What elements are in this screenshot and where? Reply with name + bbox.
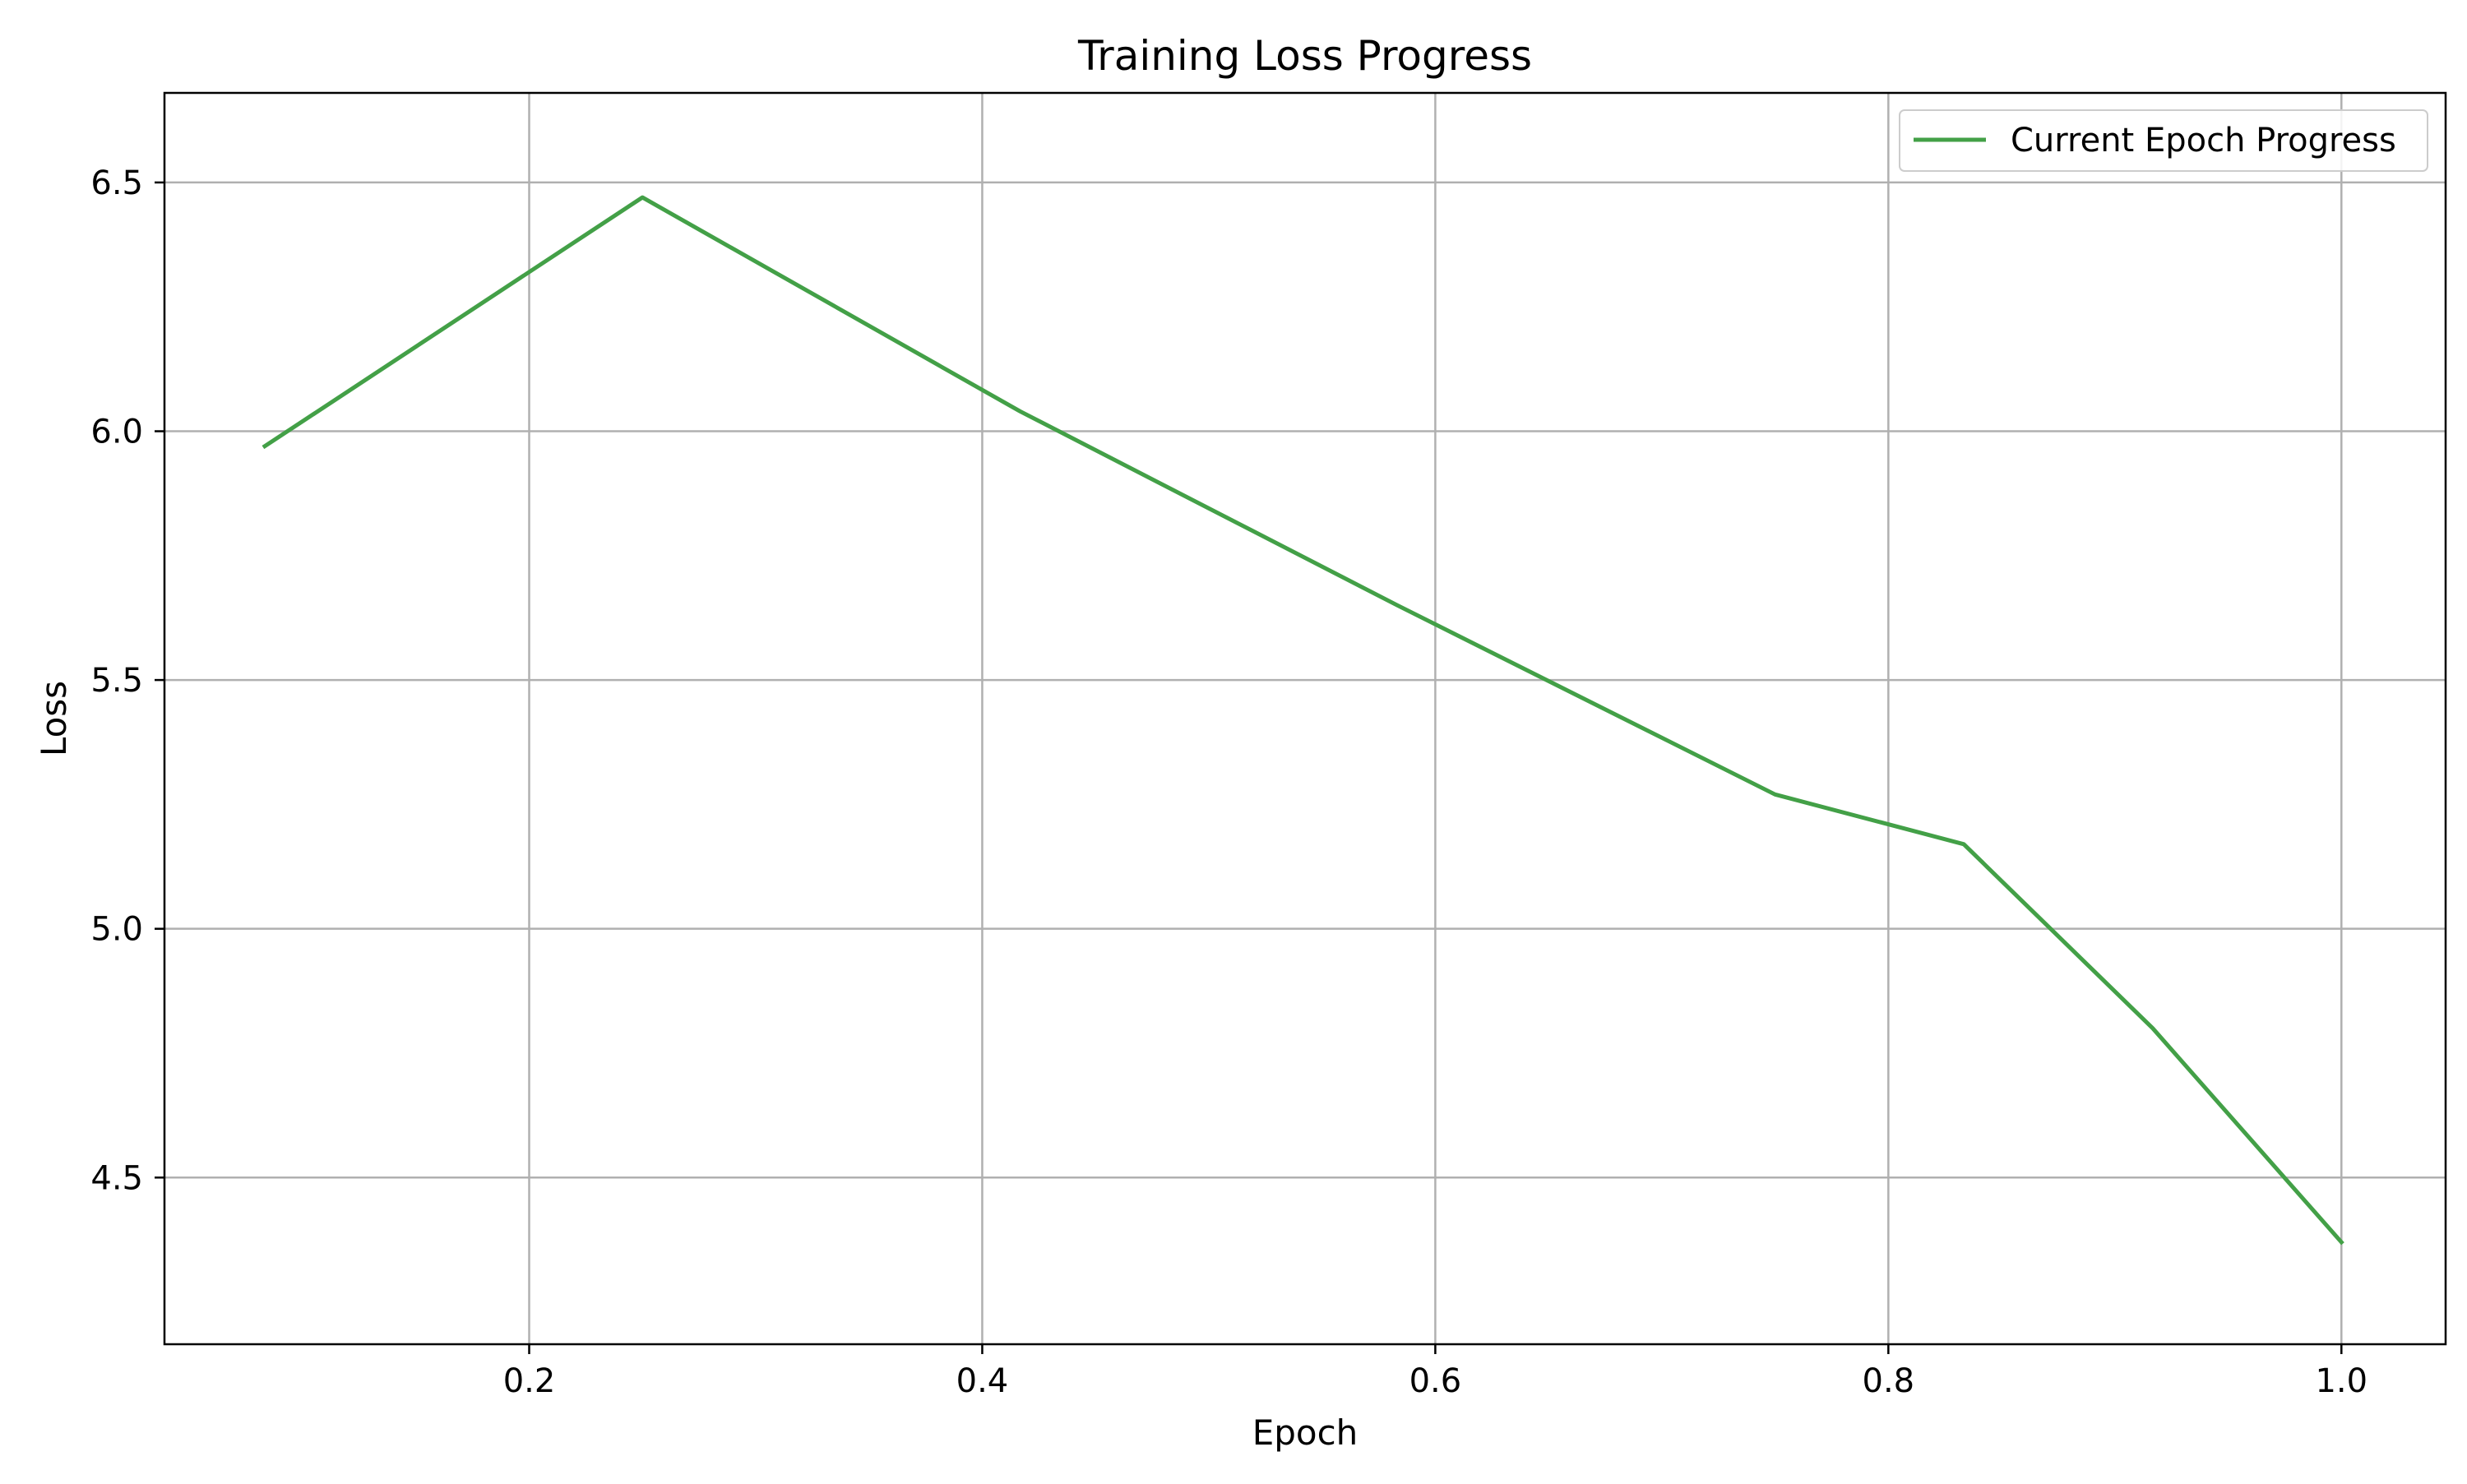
x-tick-label: 1.0 bbox=[2315, 1362, 2367, 1400]
plot-frame bbox=[163, 91, 2447, 1346]
plot-area bbox=[164, 93, 2446, 1344]
series-line bbox=[262, 195, 2344, 1246]
x-axis-ticks: 0.2 0.4 0.6 0.8 1.0 bbox=[503, 1344, 2367, 1400]
y-axis-label: Loss bbox=[34, 681, 74, 756]
y-tick-label: 6.0 bbox=[90, 414, 143, 451]
y-tick-label: 4.5 bbox=[90, 1159, 143, 1197]
legend: Current Epoch Progress bbox=[1899, 109, 2428, 172]
y-tick-label: 5.5 bbox=[90, 662, 143, 700]
x-tick-label: 0.6 bbox=[1409, 1362, 1462, 1400]
legend-box bbox=[1899, 109, 2428, 172]
grid-lines bbox=[164, 93, 2446, 1344]
series-lines bbox=[262, 195, 2344, 1246]
x-axis-label: Epoch bbox=[1252, 1412, 1358, 1453]
x-tick-label: 0.4 bbox=[956, 1362, 1009, 1400]
y-tick-label: 5.0 bbox=[90, 911, 143, 949]
legend-label: Current Epoch Progress bbox=[2011, 122, 2396, 159]
x-tick-label: 0.2 bbox=[503, 1362, 556, 1400]
chart-title: Training Loss Progress bbox=[1077, 32, 1532, 80]
y-tick-label: 6.5 bbox=[90, 164, 143, 202]
x-tick-label: 0.8 bbox=[1863, 1362, 1915, 1400]
y-axis-ticks: 4.5 5.0 5.5 6.0 6.5 bbox=[90, 164, 164, 1197]
